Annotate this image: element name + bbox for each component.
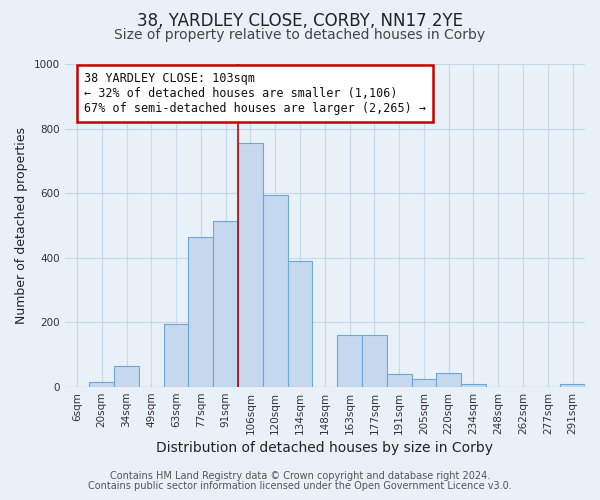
Text: Contains HM Land Registry data © Crown copyright and database right 2024.: Contains HM Land Registry data © Crown c… bbox=[110, 471, 490, 481]
Bar bbox=[188, 237, 213, 387]
Bar bbox=[461, 384, 486, 387]
Bar bbox=[362, 336, 387, 387]
Bar bbox=[213, 220, 238, 387]
Bar bbox=[287, 261, 313, 387]
Bar bbox=[89, 382, 114, 387]
Y-axis label: Number of detached properties: Number of detached properties bbox=[15, 127, 28, 324]
Text: 38, YARDLEY CLOSE, CORBY, NN17 2YE: 38, YARDLEY CLOSE, CORBY, NN17 2YE bbox=[137, 12, 463, 30]
Bar bbox=[114, 366, 139, 387]
Text: Size of property relative to detached houses in Corby: Size of property relative to detached ho… bbox=[115, 28, 485, 42]
Bar bbox=[412, 379, 436, 387]
Text: Contains public sector information licensed under the Open Government Licence v3: Contains public sector information licen… bbox=[88, 481, 512, 491]
X-axis label: Distribution of detached houses by size in Corby: Distribution of detached houses by size … bbox=[156, 441, 493, 455]
Text: 38 YARDLEY CLOSE: 103sqm
← 32% of detached houses are smaller (1,106)
67% of sem: 38 YARDLEY CLOSE: 103sqm ← 32% of detach… bbox=[85, 72, 427, 115]
Bar bbox=[263, 195, 287, 387]
Bar bbox=[337, 336, 362, 387]
Bar bbox=[387, 374, 412, 387]
Bar bbox=[560, 384, 585, 387]
Bar bbox=[164, 324, 188, 387]
Bar bbox=[238, 143, 263, 387]
Bar bbox=[436, 372, 461, 387]
